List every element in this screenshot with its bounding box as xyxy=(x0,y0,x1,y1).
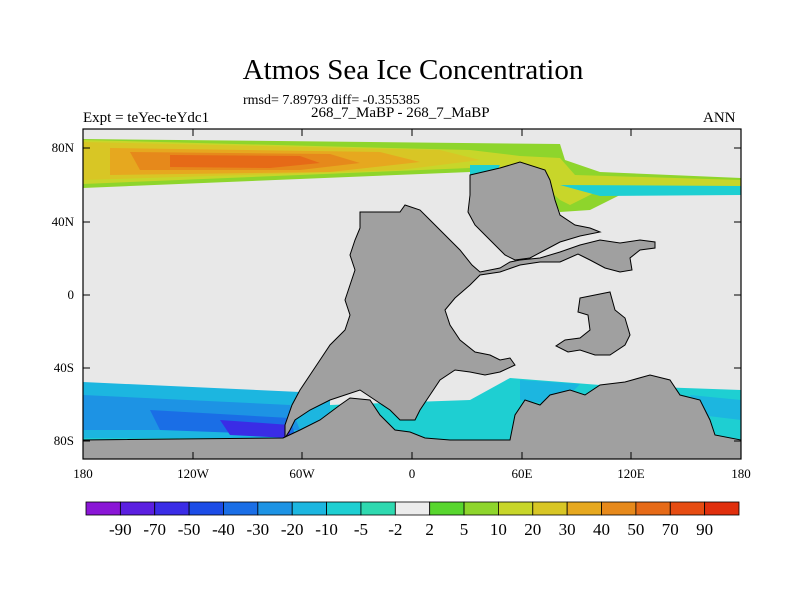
colorbar-swatch xyxy=(326,501,362,516)
lat-label: 40N xyxy=(51,214,74,229)
land-masses xyxy=(82,161,742,460)
colorbar-swatch xyxy=(429,501,465,516)
colorbar-label: -30 xyxy=(246,520,270,539)
colorbar-swatch xyxy=(223,501,259,516)
season-label: ANN xyxy=(703,110,736,126)
antarctica xyxy=(82,374,742,460)
colorbar-swatch xyxy=(154,501,190,516)
colorbar-swatch xyxy=(257,501,293,516)
lon-label: 60W xyxy=(289,466,315,481)
colorbar-label: 10 xyxy=(489,520,507,539)
colorbar-swatch xyxy=(601,501,637,516)
colorbar-swatch xyxy=(119,501,156,516)
arctic-anomaly xyxy=(83,139,741,212)
experiment-label: Expt = teYec-teYdc1 xyxy=(83,110,210,126)
continent-north-east xyxy=(467,161,602,261)
lon-label: 120E xyxy=(617,466,645,481)
colorbar-label: 40 xyxy=(593,520,611,539)
colorbar-label: 70 xyxy=(661,520,679,539)
page-title: Atmos Sea Ice Concentration xyxy=(242,54,584,86)
colorbar-label: -50 xyxy=(177,520,201,539)
lon-label: 180 xyxy=(731,466,751,481)
colorbar-swatch xyxy=(532,501,568,516)
colorbar-label: -2 xyxy=(388,520,403,539)
lat-label: 80S xyxy=(53,433,74,448)
colorbar-label: 5 xyxy=(459,520,469,539)
colorbar-swatch xyxy=(291,501,327,516)
lat-label: 80N xyxy=(51,140,74,155)
colorbar-label: 90 xyxy=(696,520,714,539)
colorbar-label: 50 xyxy=(627,520,645,539)
comparison-label: 268_7_MaBP - 268_7_MaBP xyxy=(311,105,490,121)
colorbar-swatch xyxy=(360,501,396,516)
colorbar-label: -90 xyxy=(109,520,132,539)
colorbar-swatch xyxy=(704,501,740,516)
colorbar-label: 30 xyxy=(558,520,576,539)
colorbar xyxy=(85,501,740,516)
colorbar-label: -10 xyxy=(315,520,338,539)
lon-label: 60E xyxy=(511,466,533,481)
continent-laurasia xyxy=(284,204,656,440)
lat-label: 0 xyxy=(67,287,75,302)
colorbar-swatch xyxy=(394,501,431,516)
colorbar-label: -20 xyxy=(280,520,304,539)
island-east xyxy=(555,291,631,356)
colorbar-swatch xyxy=(85,501,121,516)
colorbar-label: -5 xyxy=(353,520,369,539)
colorbar-swatch xyxy=(669,501,706,516)
colorbar-swatch xyxy=(498,501,534,516)
lon-label: 0 xyxy=(408,466,416,481)
map-ticks xyxy=(83,129,741,459)
colorbar-swatch xyxy=(188,501,224,516)
colorbar-label: -40 xyxy=(212,520,235,539)
lat-label: 40S xyxy=(53,360,74,375)
stats-line: rmsd= 7.89793 diff= -0.355385 xyxy=(243,93,420,108)
colorbar-label: 2 xyxy=(425,520,434,539)
lon-label: 180 xyxy=(73,466,93,481)
lon-label: 120W xyxy=(177,466,209,481)
colorbar-swatch xyxy=(635,501,671,516)
colorbar-label: 20 xyxy=(524,520,542,539)
colorbar-label: -70 xyxy=(143,520,167,539)
colorbar-swatch xyxy=(566,501,602,516)
colorbar-swatch xyxy=(463,501,499,516)
